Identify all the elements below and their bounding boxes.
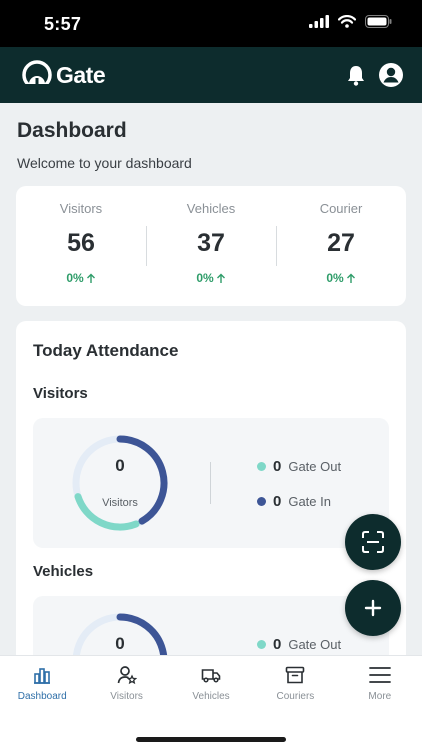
page-title: Dashboard xyxy=(17,119,127,142)
gate-out-label: Gate Out xyxy=(288,459,342,474)
donut-label: Visitors xyxy=(102,497,138,509)
stat-vehicles[interactable]: Vehicles 37 0% xyxy=(146,186,276,306)
visitors-donut-chart xyxy=(72,435,168,531)
stat-change-value: 0% xyxy=(326,271,344,285)
stat-label: Vehicles xyxy=(186,201,236,216)
archive-box-icon xyxy=(286,666,305,684)
home-indicator[interactable] xyxy=(136,737,286,742)
battery-icon xyxy=(365,15,392,28)
tab-label: Dashboard xyxy=(17,691,67,702)
legend-gate-in: 0 Gate In xyxy=(257,493,331,510)
status-time: 5:57 xyxy=(44,14,82,34)
legend-gate-out: 0 Gate Out xyxy=(257,458,341,475)
legend-gate-out: 0 Gate Out xyxy=(257,636,341,653)
arrow-up-icon xyxy=(216,273,225,283)
donut-value: 0 xyxy=(115,456,125,475)
stat-change: 0% xyxy=(326,271,355,285)
tab-label: Visitors xyxy=(110,691,143,702)
wifi-icon xyxy=(338,15,356,28)
brand-name: Gate xyxy=(56,61,106,88)
user-star-icon xyxy=(117,666,137,685)
visitors-attendance-panel[interactable]: 0 Visitors 0 Gate Out 0 Gate In xyxy=(33,418,389,548)
truck-icon xyxy=(201,669,221,683)
page-subtitle: Welcome to your dashboard xyxy=(17,155,192,171)
gate-out-count: 0 xyxy=(273,458,282,475)
stat-value: 37 xyxy=(197,229,225,257)
stat-value: 56 xyxy=(67,229,95,257)
header-actions xyxy=(346,62,404,88)
gate-out-label: Gate Out xyxy=(288,637,342,652)
gate-out-dot xyxy=(257,640,266,649)
plus-icon xyxy=(364,599,382,617)
stat-change-value: 0% xyxy=(196,271,214,285)
tab-label: More xyxy=(368,691,392,702)
status-bar: 5:57 xyxy=(0,0,422,47)
status-icons xyxy=(309,15,392,28)
gate-logo-icon xyxy=(22,60,52,90)
stat-courier[interactable]: Courier 27 0% xyxy=(276,186,406,306)
tab-label: Vehicles xyxy=(192,691,230,702)
profile-icon[interactable] xyxy=(378,62,404,88)
gate-out-dot xyxy=(257,462,266,471)
gate-in-dot xyxy=(257,497,266,506)
signal-icon xyxy=(309,15,329,28)
attendance-title: Today Attendance xyxy=(33,341,179,360)
menu-icon xyxy=(368,667,391,683)
tab-visitors[interactable]: Visitors xyxy=(84,656,168,715)
home-indicator-area xyxy=(0,715,422,750)
add-button[interactable] xyxy=(345,580,401,636)
stat-label: Courier xyxy=(319,201,363,216)
stat-change: 0% xyxy=(66,271,95,285)
tab-couriers[interactable]: Couriers xyxy=(253,656,337,715)
stat-label: Visitors xyxy=(59,201,103,216)
tab-dashboard[interactable]: Dashboard xyxy=(0,656,84,715)
scan-button[interactable] xyxy=(345,514,401,570)
gate-in-label: Gate In xyxy=(288,494,331,509)
arrow-up-icon xyxy=(86,273,95,283)
bottom-tab-bar: Dashboard Visitors Vehicles Couriers Mor… xyxy=(0,655,422,715)
tab-vehicles[interactable]: Vehicles xyxy=(169,656,253,715)
donut-value: 0 xyxy=(115,634,125,653)
brand-logo: Gate xyxy=(22,60,106,90)
attendance-card: Today Attendance Visitors 0 Visitors 0 G… xyxy=(16,321,406,655)
visitors-section-title: Visitors xyxy=(33,385,88,402)
tab-more[interactable]: More xyxy=(338,656,422,715)
gate-in-count: 0 xyxy=(273,493,282,510)
stat-change-value: 0% xyxy=(66,271,84,285)
arrow-up-icon xyxy=(346,273,355,283)
stat-visitors[interactable]: Visitors 56 0% xyxy=(16,186,146,306)
vehicles-section-title: Vehicles xyxy=(33,563,94,580)
panel-divider xyxy=(210,462,211,504)
dashboard-content[interactable]: Dashboard Welcome to your dashboard Visi… xyxy=(0,103,422,655)
tab-label: Couriers xyxy=(276,691,315,702)
stat-change: 0% xyxy=(196,271,225,285)
chart-icon xyxy=(34,668,51,684)
bell-icon[interactable] xyxy=(346,64,366,86)
vehicles-donut-chart xyxy=(72,613,168,655)
gate-out-count: 0 xyxy=(273,636,282,653)
app-header: Gate xyxy=(0,47,422,103)
scan-icon xyxy=(362,531,384,553)
stat-value: 27 xyxy=(327,229,355,257)
stats-card: Visitors 56 0% Vehicles 37 0% Courier 27… xyxy=(16,186,406,306)
vehicles-attendance-panel[interactable]: 0 0 Gate Out xyxy=(33,596,389,655)
